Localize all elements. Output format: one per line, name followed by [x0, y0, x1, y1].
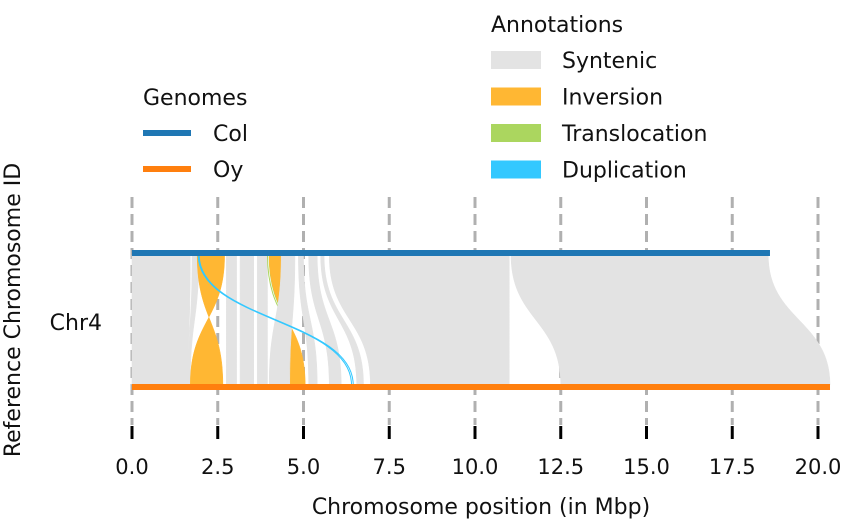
x-tick-label: 20.0 [795, 455, 842, 479]
x-tick-label: 12.5 [537, 455, 584, 479]
alignment-syntenic [510, 254, 831, 386]
alignment-ribbons [131, 254, 831, 386]
legend-swatch-syntenic [491, 51, 541, 69]
legend-label-duplication: Duplication [562, 159, 687, 184]
chromosome-bars [132, 250, 831, 390]
legend-swatch-inversion [491, 87, 541, 106]
x-tick-label: 15.0 [623, 455, 670, 479]
legend-label-translocation: Translocation [561, 122, 707, 147]
genomes-legend-title: Genomes [143, 86, 247, 111]
y-axis-label: Reference Chromosome ID [1, 163, 26, 457]
x-tick-label: 17.5 [709, 455, 756, 479]
x-axis-label: Chromosome position (in Mbp) [312, 495, 650, 520]
legend-label-syntenic: Syntenic [562, 49, 657, 74]
alignment-syntenic [239, 254, 255, 386]
annotations-legend-title: Annotations [491, 13, 623, 38]
chromosome-label: Chr4 [50, 311, 102, 336]
x-tick-label: 0.0 [115, 455, 148, 479]
legend-label-col: Col [213, 122, 248, 147]
legend-swatch-translocation [491, 124, 541, 142]
genomes-legend: Genomes Col Oy [143, 86, 248, 183]
x-axis-ticks: 0.0 2.5 5.0 7.5 10.0 12.5 15.0 17.5 20.0 [115, 426, 841, 479]
x-tick-label: 2.5 [201, 455, 234, 479]
alignment-syntenic [256, 254, 268, 386]
legend-label-inversion: Inversion [562, 86, 663, 111]
legend-label-oy: Oy [213, 158, 243, 183]
x-tick-label: 5.0 [287, 455, 320, 479]
x-tick-label: 10.0 [452, 455, 499, 479]
x-tick-label: 7.5 [373, 455, 406, 479]
alignment-syntenic [226, 254, 237, 386]
annotations-legend: Annotations Syntenic Inversion Translocati… [491, 13, 707, 184]
legend-swatch-duplication [491, 160, 541, 179]
alignment-syntenic [131, 254, 191, 386]
